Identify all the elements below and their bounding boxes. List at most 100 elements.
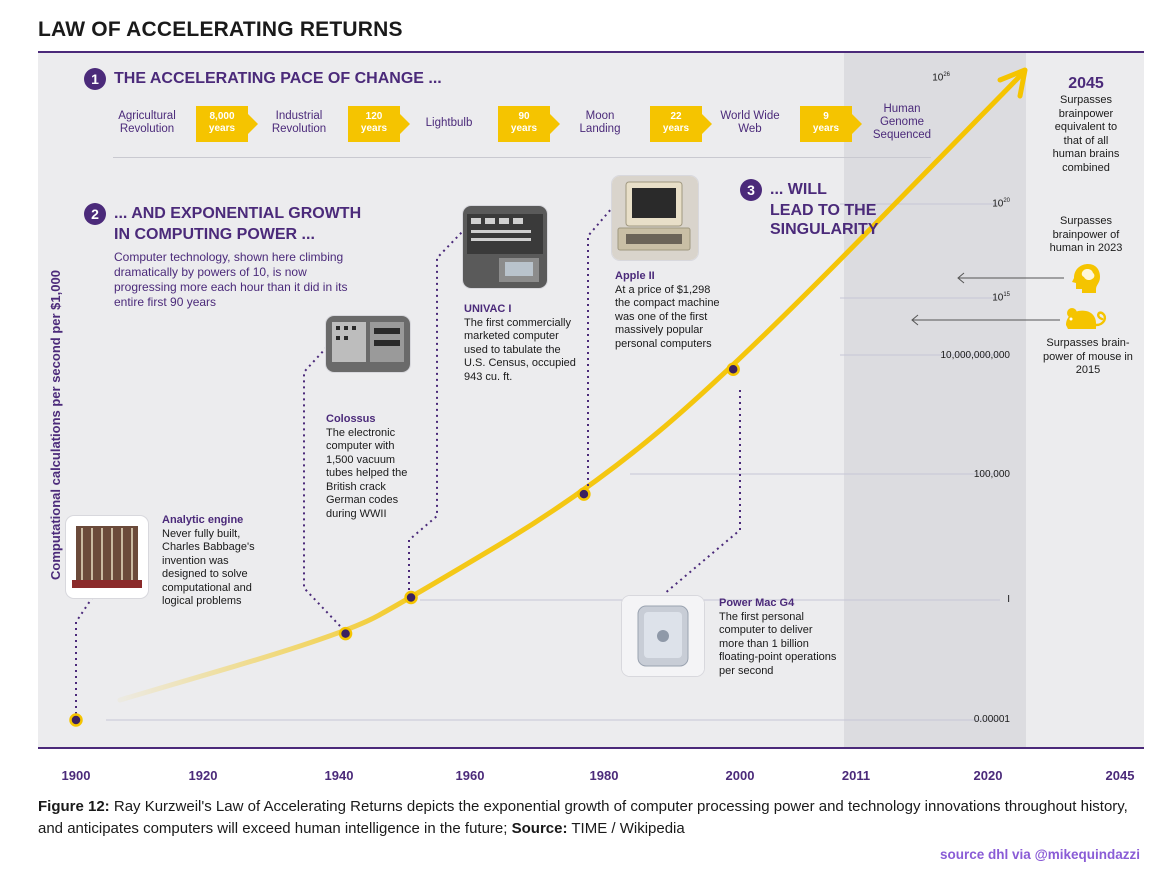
- section-3-heading-line1: ... WILL: [770, 181, 827, 199]
- note-2045: Surpasses brainpower equivalent to that …: [1052, 94, 1120, 174]
- leader-analytic: [75, 597, 93, 720]
- gap-arrow-5: [852, 114, 862, 134]
- milestone-human-genome: Human Genome Sequenced: [872, 103, 932, 141]
- section-2-heading-line2: IN COMPUTING POWER ...: [114, 226, 315, 243]
- y-tick-base: 10: [992, 198, 1004, 210]
- y-axis-label: Computational calculations per second pe…: [48, 270, 63, 580]
- y-tick-label: 100,000: [973, 469, 1010, 480]
- x-tick-label: 2020: [973, 768, 1003, 783]
- gap-badge-2: 120 years: [348, 106, 400, 142]
- power-mac-photo: [622, 596, 704, 676]
- gap-unit: years: [360, 123, 388, 134]
- year-2045-label: 2045: [1068, 75, 1104, 92]
- y-tick-label: 0.00001: [973, 714, 1010, 725]
- section-3-heading-line3: SINGULARITY: [770, 221, 879, 238]
- leader-univac: [408, 231, 463, 596]
- data-points: [69, 362, 740, 727]
- y-tick-exponent: 26: [943, 72, 950, 78]
- annotation-colossus: Colossus The electronic computer with 1,…: [326, 413, 418, 521]
- annotation-title: UNIVAC I: [464, 303, 512, 315]
- annotation-text: At a price of $1,298 the compact machine…: [615, 283, 720, 350]
- mouse-icon: [1066, 308, 1107, 329]
- human-head-icon: [1072, 264, 1100, 293]
- note-human-brain: Surpasses brainpower of human in 2023: [1049, 215, 1123, 254]
- annotation-univac: UNIVAC I The first commercially marketed…: [464, 303, 580, 384]
- annotation-title: Analytic engine: [162, 514, 244, 526]
- data-point: [404, 590, 418, 605]
- leader-apple: [587, 207, 613, 498]
- annotation-text: The first commercially marketed computer…: [464, 316, 576, 383]
- y-tick-base: 10: [932, 72, 944, 84]
- x-tick-label: 2000: [725, 768, 755, 783]
- analytic-engine-image: [72, 526, 142, 588]
- x-tick-label: 1900: [61, 768, 91, 783]
- caption-text: Ray Kurzweil's Law of Accelerating Retur…: [38, 798, 1128, 837]
- leader-lines: [75, 207, 741, 720]
- title-rule: [38, 51, 1144, 53]
- y-tick-exponent: 20: [1003, 198, 1010, 204]
- milestone-industrial: Industrial Revolution: [271, 110, 327, 135]
- gap-badge-4: 22 years: [650, 106, 702, 142]
- gap-unit: years: [812, 123, 840, 134]
- y-tick-label: 10,000,000,000: [940, 350, 1010, 361]
- x-tick-label: 2045: [1105, 768, 1135, 783]
- apple-ii-photo: [612, 176, 698, 260]
- annotation-text: The first personal computer to deliver m…: [719, 610, 837, 677]
- annotation-title: Colossus: [326, 413, 376, 425]
- gap-badge-1: 8,000 years: [196, 106, 248, 142]
- x-axis-rule: [38, 747, 1144, 749]
- gap-arrow-1: [248, 114, 258, 134]
- power-mac-image: [622, 596, 704, 676]
- annotation-title: Apple II: [615, 270, 655, 282]
- y-tick-label: 1020: [960, 198, 1010, 209]
- gap-arrow-3: [550, 114, 560, 134]
- x-tick-label: 1960: [455, 768, 485, 783]
- section-3-heading: 3 ... WILL LEAD TO THE SINGULARITY: [740, 179, 878, 239]
- y-tick-exponent: 15: [1003, 292, 1010, 298]
- gap-badge-3: 90 years: [498, 106, 550, 142]
- trend-arrowhead: [997, 67, 1028, 99]
- gap-unit: years: [510, 123, 538, 134]
- gap-unit: years: [662, 123, 690, 134]
- colossus-photo: [326, 316, 410, 372]
- trend-curve: [117, 73, 1023, 703]
- x-tick-label: 1940: [324, 768, 354, 783]
- annotation-text: The electronic computer with 1,500 vacuu…: [326, 426, 408, 520]
- x-tick-label: 1980: [589, 768, 619, 783]
- milestone-agricultural: Agricultural Revolution: [118, 110, 176, 135]
- data-point: [577, 487, 591, 501]
- gap-arrow-2: [400, 114, 410, 134]
- milestone-lightbulb: Lightbulb: [425, 117, 473, 129]
- milestone-www: World Wide Web: [720, 110, 780, 135]
- gap-value: 22: [670, 111, 682, 122]
- data-point: [726, 362, 740, 377]
- y-tick-label: 1015: [960, 292, 1010, 303]
- x-tick-label: 2011: [841, 768, 871, 783]
- univac-image: [463, 206, 547, 288]
- caption-source-text: TIME / Wikipedia: [567, 820, 685, 837]
- univac-photo: [463, 206, 547, 288]
- analytic-engine-photo: [66, 516, 148, 598]
- page-title: LAW OF ACCELERATING RETURNS: [38, 18, 403, 41]
- forecast-band: [844, 53, 1026, 748]
- section-1-heading-text: THE ACCELERATING PACE OF CHANGE ...: [114, 70, 442, 88]
- caption-figure-label: Figure 12:: [38, 798, 110, 815]
- gap-value: 120: [365, 111, 383, 122]
- annotation-apple-ii: Apple II At a price of $1,298 the compac…: [615, 270, 721, 351]
- y-tick-label: I: [1007, 594, 1010, 605]
- gap-badge-5: 9 years: [800, 106, 852, 142]
- caption-source-label: Source:: [511, 820, 568, 837]
- section-3-number: 3: [740, 179, 762, 201]
- annotation-text: Never fully built, Charles Babbage's inv…: [162, 527, 255, 608]
- x-tick-label: 1920: [188, 768, 218, 783]
- section-1-number: 1: [84, 68, 106, 90]
- figure-caption: Figure 12: Ray Kurzweil's Law of Acceler…: [38, 796, 1148, 840]
- gap-value: 90: [518, 111, 530, 122]
- annotation-title: Power Mac G4: [719, 597, 795, 609]
- arrow-left-icon: [911, 272, 1064, 326]
- leader-powermac: [663, 390, 741, 595]
- y-tick-label: 1026: [900, 72, 950, 83]
- gridlines: [106, 203, 1000, 721]
- section-1-heading: 1 THE ACCELERATING PACE OF CHANGE ...: [84, 68, 442, 90]
